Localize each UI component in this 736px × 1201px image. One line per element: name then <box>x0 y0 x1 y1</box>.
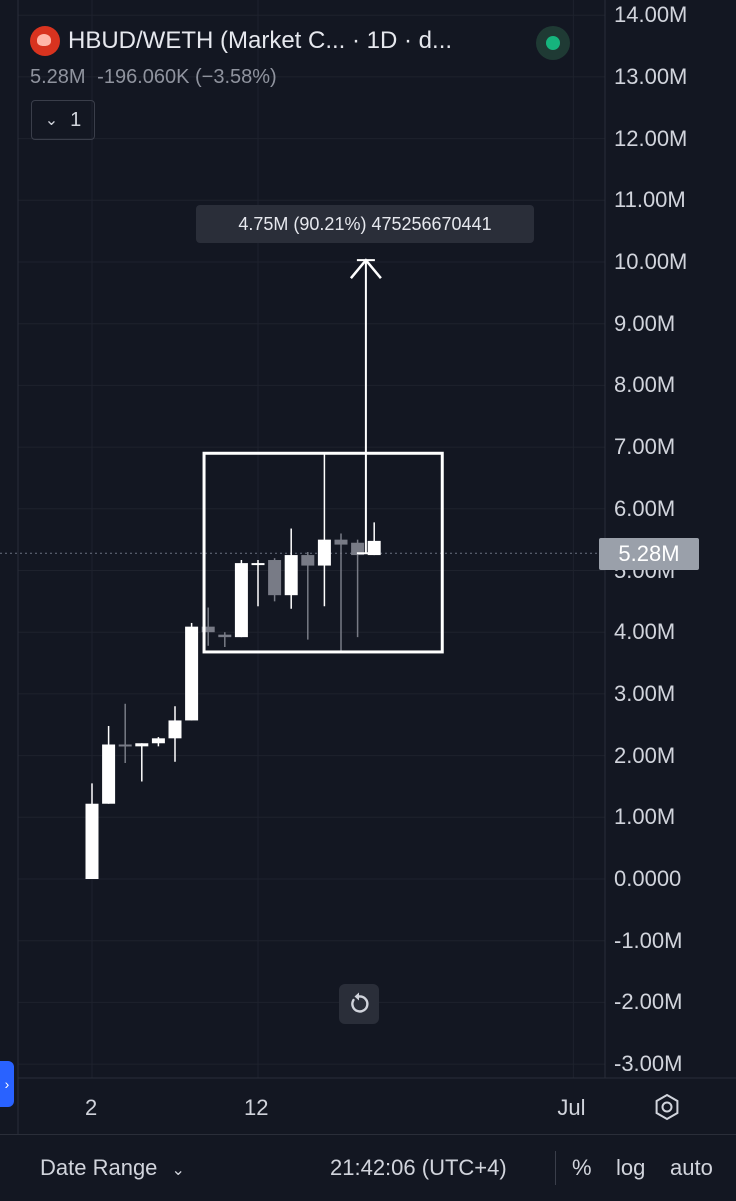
candle-body <box>135 743 149 747</box>
log-scale-toggle[interactable]: log <box>616 1155 646 1180</box>
time-tick-label: 12 <box>244 1095 269 1120</box>
token-logo-icon <box>30 26 60 56</box>
annotation-box[interactable] <box>202 451 444 654</box>
candle-body <box>334 539 348 545</box>
candle-body <box>201 626 215 633</box>
timezone-clock[interactable]: 21:42:06 (UTC+4) <box>330 1155 507 1180</box>
price-tick-label: 9.00M <box>614 310 676 336</box>
candle-body <box>85 803 99 879</box>
price-tick-label: -1.00M <box>614 927 683 953</box>
price-tick-label: 2.00M <box>614 742 676 768</box>
chevron-down-icon: ⌄ <box>171 1162 185 1179</box>
side-panel-toggle[interactable]: › <box>0 1061 14 1107</box>
candle-body <box>268 560 282 596</box>
symbol-header[interactable]: HBUD/WETH (Market C... · 1D · d... <box>30 24 452 58</box>
time-tick-label: 2 <box>85 1095 98 1120</box>
price-tick-label: -3.00M <box>614 1051 683 1077</box>
candle-body <box>351 542 365 556</box>
candle-body <box>218 634 232 638</box>
drawing-overlay <box>202 258 444 654</box>
price-tick-label: 0.0000 <box>614 866 682 891</box>
date-range-button[interactable]: Date Range ⌄ <box>40 1155 185 1181</box>
chevron-down-icon: ⌄ <box>44 112 59 129</box>
auto-scale-toggle[interactable]: auto <box>670 1155 713 1180</box>
candle-body <box>151 738 165 744</box>
price-tick-label: -2.00M <box>614 989 683 1015</box>
time-tick-label: Jul <box>557 1095 586 1120</box>
price-tick-label: 3.00M <box>614 680 676 706</box>
candle-body <box>284 555 298 596</box>
price-tick-label: 14.00M <box>614 2 688 28</box>
price-tick-label: 10.00M <box>614 249 688 274</box>
candle-body <box>168 720 182 739</box>
current-value: 5.28M <box>30 66 86 88</box>
price-change: -196.060K (−3.58%) <box>97 66 277 88</box>
chart-grid <box>0 0 605 1078</box>
price-tick-label: 11.00M <box>614 187 686 213</box>
candle-body <box>102 744 116 804</box>
candle-body <box>317 539 331 566</box>
candle-body <box>234 563 248 638</box>
price-tick-label: 4.00M <box>614 619 676 645</box>
indicators-toggle-button[interactable]: ⌄ 1 <box>31 100 95 140</box>
percent-scale-toggle[interactable]: % <box>572 1155 592 1180</box>
price-tick-label: 12.00M <box>614 125 688 151</box>
price-tick-label: 8.00M <box>614 372 676 398</box>
price-tick-label: 6.00M <box>614 495 676 521</box>
measure-tooltip: 4.75M (90.21%) 475256670441 <box>196 205 534 243</box>
price-tick-label: 13.00M <box>614 63 688 89</box>
reset-chart-button[interactable] <box>339 984 379 1024</box>
candle-series <box>85 454 381 879</box>
bottom-toolbar: Date Range ⌄ 21:42:06 (UTC+4) % log auto <box>0 1134 736 1201</box>
reset-icon <box>351 992 369 1013</box>
candle-body <box>118 744 132 747</box>
price-summary: 5.28M -196.060K (−3.58%) <box>30 66 277 89</box>
indicator-count: 1 <box>70 108 82 131</box>
last-price-label: 5.28M <box>599 538 699 570</box>
market-status-icon[interactable] <box>536 26 570 60</box>
price-tick-label: 7.00M <box>614 434 676 460</box>
symbol-title[interactable]: HBUD/WETH (Market C... · 1D · d... <box>68 27 453 54</box>
gear-icon[interactable] <box>652 1092 682 1122</box>
price-tick-label: 1.00M <box>614 804 676 830</box>
toolbar-divider <box>555 1151 556 1185</box>
candle-body <box>367 540 381 556</box>
date-range-label: Date Range <box>40 1155 158 1180</box>
candle-body <box>251 563 265 566</box>
candle-body <box>301 555 315 566</box>
candle-body <box>185 626 199 721</box>
